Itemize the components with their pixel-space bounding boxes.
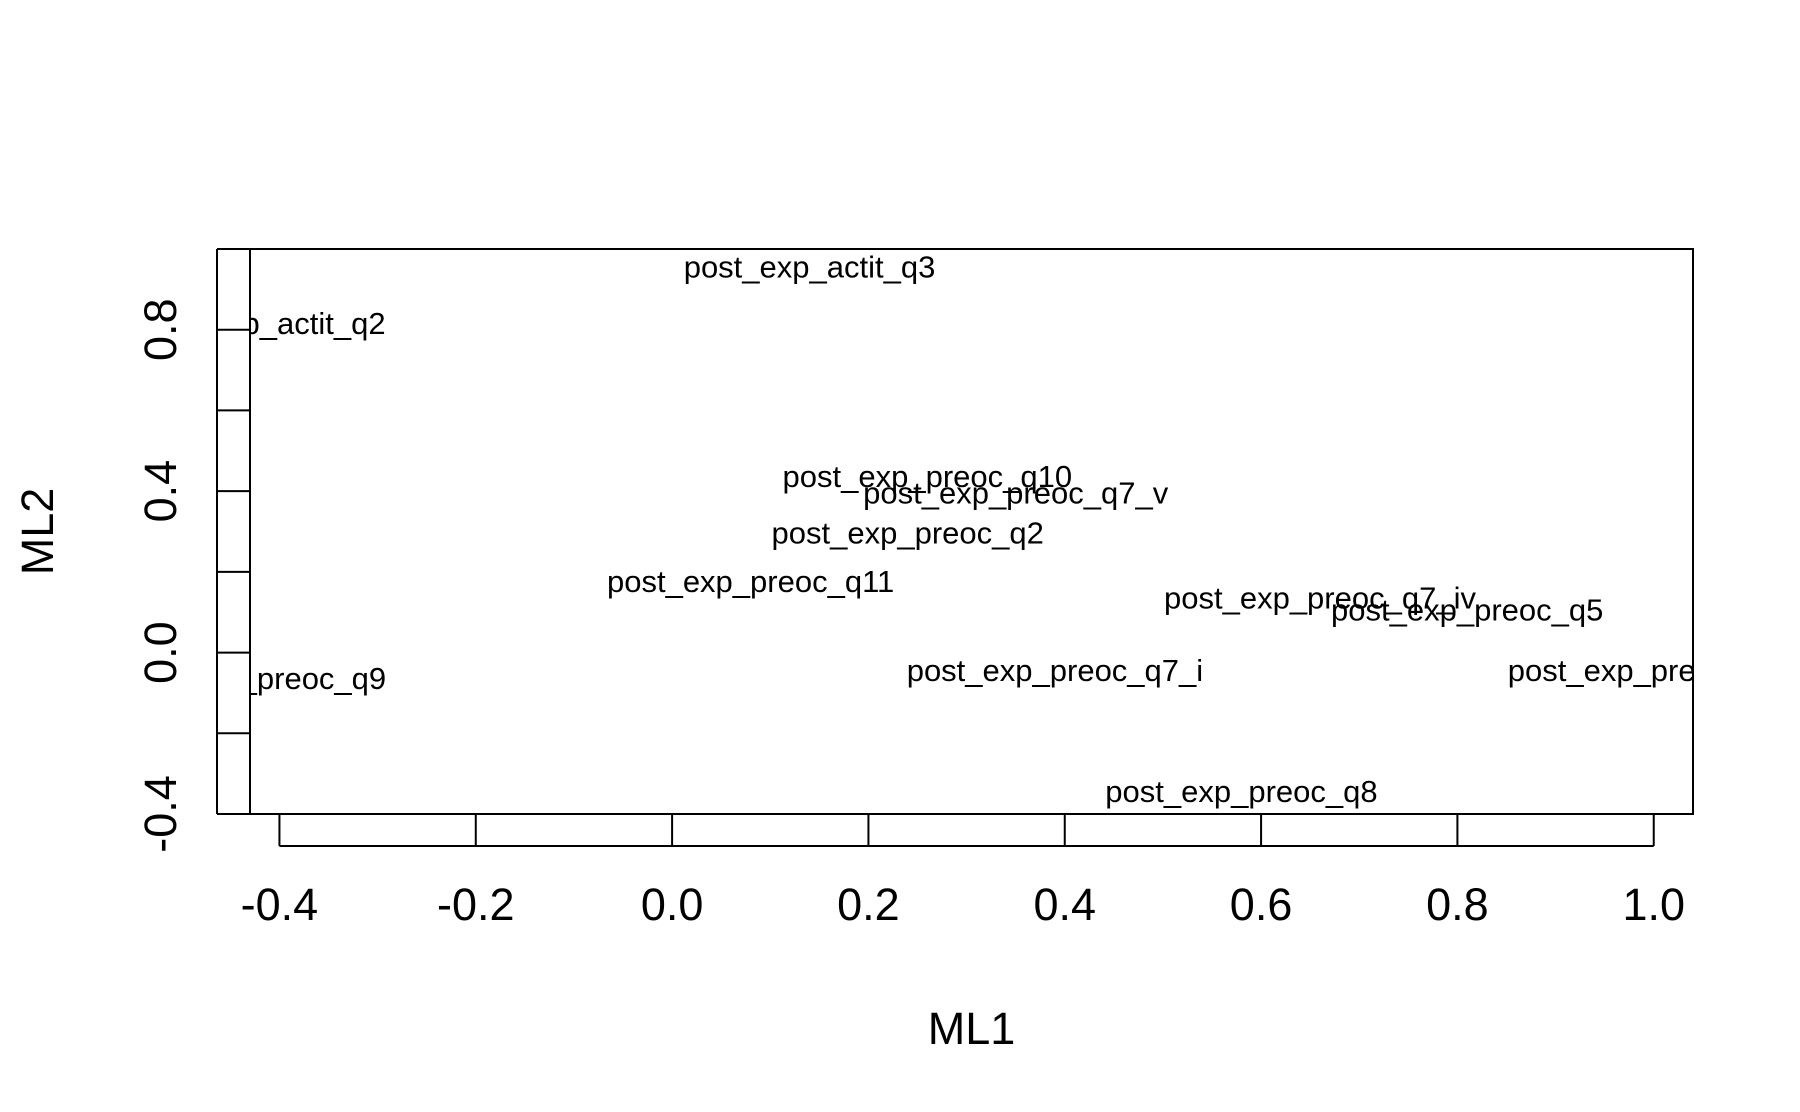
- y-tick-label: -0.4: [135, 775, 186, 853]
- y-axis-title: ML2: [12, 488, 63, 576]
- x-tick-label: -0.2: [437, 879, 515, 930]
- point-label: post_exp_preoc_q7_v: [863, 475, 1169, 510]
- point-label: post_exp_preoc_q5: [1331, 592, 1603, 627]
- x-axis-title: ML1: [928, 1003, 1016, 1054]
- point-label: post_exp_preoc_q8: [1105, 774, 1377, 809]
- x-tick-label: 1.0: [1622, 879, 1685, 930]
- point-label: post_exp_preoc_q7_i: [907, 653, 1203, 688]
- x-tick-label: -0.4: [241, 879, 319, 930]
- x-axis: -0.4 -0.2 0.0 0.2 0.4 0.6 0.8 1.0: [241, 814, 1685, 930]
- x-tick-label: 0.0: [641, 879, 704, 930]
- point-label: post_exp_actit_q3: [684, 249, 936, 284]
- x-tick-label: 0.6: [1230, 879, 1293, 930]
- y-tick-label: 0.0: [135, 621, 186, 684]
- y-axis: -0.4 0.0 0.4 0.8: [135, 248, 250, 853]
- point-label: post_exp_actit_q2: [134, 306, 386, 341]
- point-label: post_exp_preoc_q10: [783, 459, 1073, 494]
- point-label: post_exp_preoc_q9: [114, 661, 386, 696]
- point-label: post_exp_preoc_q2: [772, 516, 1044, 551]
- y-tick-label: 0.8: [135, 298, 186, 361]
- x-tick-label: 0.4: [1033, 879, 1096, 930]
- x-tick-label: 0.2: [837, 879, 900, 930]
- point-label: post_exp_preoc_q6: [1508, 653, 1780, 688]
- plot-frame: [249, 248, 1694, 815]
- x-tick-label: 0.8: [1426, 879, 1489, 930]
- point-label: post_exp_preoc_q7_iv: [1164, 580, 1476, 615]
- point-label: post_exp_preoc_q11: [607, 564, 894, 599]
- point-label-group: post_exp_actit_q3 post_exp_actit_q2 post_e…: [114, 249, 1780, 809]
- y-tick-label: 0.4: [135, 460, 186, 523]
